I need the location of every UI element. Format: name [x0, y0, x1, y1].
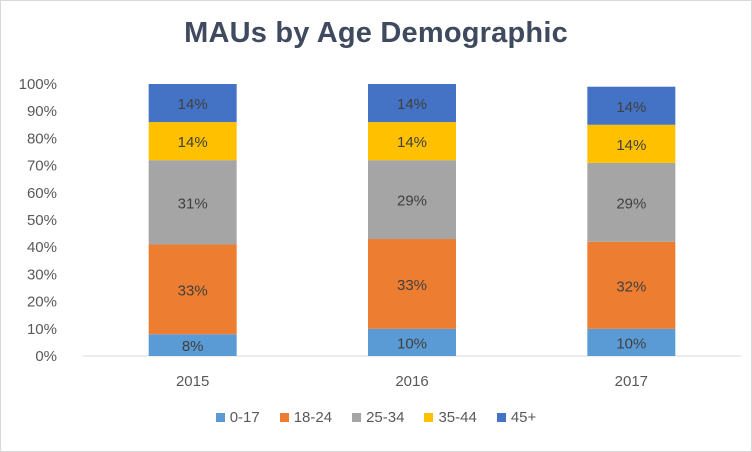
- y-tick-label: 50%: [27, 212, 57, 229]
- data-label: 33%: [397, 277, 427, 294]
- data-label: 32%: [616, 278, 646, 295]
- bar-segment: [587, 86, 676, 125]
- legend-swatch: [424, 413, 434, 422]
- y-tick-label: 80%: [27, 130, 57, 147]
- legend-swatch: [496, 413, 506, 422]
- legend-swatch: [279, 413, 289, 422]
- bar-segment: [148, 244, 237, 335]
- legend-label: 25-34: [366, 409, 405, 426]
- y-tick-label: 20%: [27, 294, 57, 311]
- legend-label: 18-24: [293, 409, 333, 426]
- data-label: 14%: [616, 137, 646, 154]
- bar-segment: [368, 122, 456, 161]
- data-label: 10%: [616, 335, 646, 352]
- data-label: 14%: [616, 99, 646, 116]
- data-label: 14%: [178, 134, 208, 151]
- y-tick-label: 0%: [35, 348, 57, 365]
- data-label: 10%: [397, 335, 427, 352]
- bar-segment: [587, 241, 676, 329]
- legend: 0-17 18-24 25-34 35-44 45+: [1, 409, 751, 426]
- legend-item: 0-17: [215, 409, 260, 426]
- legend-label: 45+: [510, 409, 537, 426]
- legend-label: 0-17: [229, 409, 260, 426]
- y-tick-label: 70%: [27, 158, 57, 175]
- y-tick-label: 30%: [27, 266, 57, 283]
- bar-segment: [587, 328, 676, 356]
- x-tick-label: 2016: [395, 373, 428, 390]
- legend-item: 35-44: [424, 409, 477, 426]
- bar-segment: [587, 124, 676, 163]
- y-tick-label: 60%: [27, 185, 57, 202]
- legend-swatch: [215, 413, 225, 422]
- data-label: 29%: [397, 193, 427, 210]
- y-tick-label: 10%: [27, 321, 57, 338]
- y-tick-label: 100%: [19, 76, 57, 93]
- chart-title: MAUs by Age Demographic: [184, 17, 568, 49]
- x-tick-label: 2017: [615, 373, 648, 390]
- bar-segment: [368, 328, 456, 356]
- data-label: 14%: [397, 96, 427, 113]
- legend-item: 25-34: [352, 409, 404, 426]
- data-label: 29%: [616, 195, 646, 212]
- legend-swatch: [352, 413, 362, 422]
- data-label: 33%: [178, 282, 208, 299]
- bar-segment: [148, 334, 237, 356]
- x-tick-label: 2015: [176, 373, 209, 390]
- data-label: 14%: [178, 96, 208, 113]
- plot-area: 0% 10% 20% 30% 40% 50% 60% 70% 80% 90% 100% 8% 33% 31…: [19, 76, 741, 390]
- bar-segment: [368, 84, 456, 123]
- bar-segment: [148, 160, 237, 245]
- bar-segment: [368, 239, 456, 329]
- bar-segment: [587, 162, 676, 242]
- data-label: 14%: [397, 134, 427, 151]
- data-label: 31%: [178, 195, 208, 212]
- y-tick-label: 40%: [27, 239, 57, 256]
- y-tick-label: 90%: [27, 103, 57, 120]
- data-label: 8%: [182, 338, 204, 355]
- legend-item: 18-24: [279, 409, 333, 426]
- legend-label: 35-44: [438, 409, 477, 426]
- legend-item: 45+: [496, 409, 537, 426]
- bar-segment: [148, 122, 237, 161]
- bar-segment: [148, 84, 237, 123]
- bar-segment: [368, 160, 456, 240]
